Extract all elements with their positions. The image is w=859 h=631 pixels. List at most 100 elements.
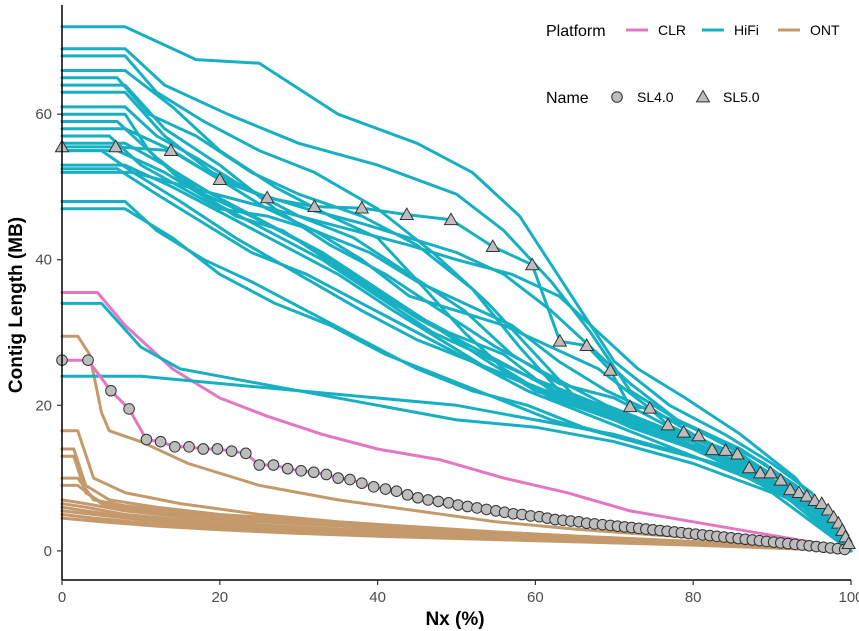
y-axis-title: Contig Length (MB) bbox=[6, 217, 27, 393]
sl4-0-point-27 bbox=[422, 494, 434, 506]
sl4-0-point-18 bbox=[320, 468, 333, 481]
y-tick-label-40: 40 bbox=[35, 252, 52, 269]
sl5-0-point-2 bbox=[108, 139, 124, 153]
series-line-ont-6 bbox=[60, 483, 853, 553]
series-line-hifi-19 bbox=[60, 90, 853, 553]
x-tick-label-100: 100 bbox=[838, 589, 859, 606]
series-line-hifi-21 bbox=[60, 301, 853, 553]
legend-key-sl5-0 bbox=[695, 89, 711, 103]
legend-label-sl4-0: SL4.0 bbox=[637, 89, 674, 105]
sl5-0-point-21 bbox=[718, 442, 733, 456]
y-tick-label-0: 0 bbox=[44, 543, 52, 560]
sl5-0-point-31 bbox=[814, 496, 830, 509]
sl4-0-point-16 bbox=[295, 465, 307, 477]
sl5-0-point-29 bbox=[799, 488, 815, 502]
sl5-0-point-17 bbox=[660, 417, 676, 431]
sl4-0-point-25 bbox=[401, 489, 414, 501]
sl4-0-point-19 bbox=[332, 472, 344, 484]
sl5-0-point-24 bbox=[752, 465, 768, 479]
sl4-0-point-31 bbox=[461, 500, 474, 513]
sl4-0-point-5 bbox=[140, 433, 153, 446]
legend-label-hifi: HiFi bbox=[734, 22, 759, 38]
x-tick-label-40: 40 bbox=[369, 589, 386, 606]
sl4-0-point-8 bbox=[183, 441, 195, 453]
sl4-0-point-12 bbox=[240, 447, 252, 460]
sl4-0-point-23 bbox=[379, 483, 392, 495]
y-tick-label-60: 60 bbox=[35, 106, 52, 123]
sl5-0-point-26 bbox=[773, 472, 789, 486]
sl5-0-point-9 bbox=[443, 212, 459, 226]
sl5-0-point-19 bbox=[691, 428, 707, 442]
sl5-0-point-20 bbox=[704, 442, 720, 456]
sl4-0-point-2 bbox=[82, 354, 94, 366]
sl5-0-point-5 bbox=[259, 190, 275, 204]
sl5-0-point-37 bbox=[841, 536, 856, 549]
sl5-0-point-4 bbox=[212, 172, 228, 186]
sl4-0-point-28 bbox=[432, 495, 445, 508]
sl4-0-point-13 bbox=[253, 459, 266, 471]
sl5-0-point-8 bbox=[399, 207, 415, 220]
sl4-0-point-17 bbox=[307, 466, 320, 479]
series-line-hifi-11 bbox=[60, 141, 853, 553]
series-line-clr-1 bbox=[60, 291, 853, 553]
sl4-0-point-33 bbox=[480, 503, 493, 516]
sl4-0-point-29 bbox=[442, 497, 455, 509]
x-tick-label-60: 60 bbox=[527, 589, 544, 606]
legend: Platform CLR HiFi ONT Name SL4.0 SL5.0 bbox=[546, 22, 840, 107]
legend-label-clr: CLR bbox=[658, 22, 686, 38]
series-line-hifi-22 bbox=[60, 374, 853, 553]
sl5-0-point-28 bbox=[791, 485, 807, 499]
series-lines bbox=[60, 25, 853, 553]
sl4-0-point-15 bbox=[281, 462, 294, 475]
series-line-hifi-8 bbox=[60, 112, 853, 553]
series-line-hifi-15 bbox=[60, 170, 853, 553]
sl5-0-point-13 bbox=[579, 338, 595, 352]
sl4-0-point-20 bbox=[344, 473, 356, 486]
legend-label-sl5-0: SL5.0 bbox=[723, 89, 760, 105]
series-line-hifi-1 bbox=[60, 25, 853, 553]
sl5-0-point-3 bbox=[163, 143, 179, 156]
sl4-0-point-9 bbox=[197, 443, 210, 455]
legend-key-sl4-0 bbox=[611, 91, 623, 103]
sl5-0-point-18 bbox=[676, 424, 692, 438]
series-line-hifi-14 bbox=[60, 167, 853, 553]
sl5-0-point-12 bbox=[552, 333, 568, 347]
sl4-0-point-6 bbox=[154, 435, 167, 448]
sl5-0-point-16 bbox=[642, 400, 658, 414]
sl4-0-point-24 bbox=[390, 485, 403, 498]
legend-name-title: Name bbox=[546, 90, 589, 107]
sl4-0-point-10 bbox=[211, 443, 224, 455]
sl5-0-point-22 bbox=[730, 446, 745, 460]
legend-platform-title: Platform bbox=[546, 23, 606, 40]
sl5-0-point-32 bbox=[820, 502, 836, 516]
sl4-0-point-30 bbox=[452, 499, 464, 511]
series-markers bbox=[54, 139, 856, 556]
y-tick-label-20: 20 bbox=[35, 397, 52, 414]
series-line-sl5-0 bbox=[62, 145, 850, 545]
legend-label-ont: ONT bbox=[810, 22, 840, 38]
sl5-0-point-23 bbox=[741, 460, 757, 474]
x-tick-label-80: 80 bbox=[685, 589, 702, 606]
sl4-0-point-32 bbox=[471, 502, 483, 514]
sl4-0-point-26 bbox=[412, 491, 424, 504]
sl4-0-point-11 bbox=[225, 445, 238, 457]
series-line-hifi-20 bbox=[60, 149, 853, 553]
sl4-0-point-21 bbox=[356, 477, 368, 489]
sl5-0-point-7 bbox=[354, 200, 370, 214]
x-tick-label-0: 0 bbox=[58, 589, 66, 606]
sl5-0-point-14 bbox=[602, 362, 618, 376]
x-axis-title: Nx (%) bbox=[425, 609, 484, 630]
sl5-0-point-25 bbox=[763, 465, 778, 479]
sl5-0-point-6 bbox=[307, 199, 322, 212]
sl4-0-point-22 bbox=[367, 481, 380, 493]
series-line-ont-12 bbox=[60, 516, 853, 553]
sl4-0-point-4 bbox=[123, 403, 135, 415]
sl4-0-point-14 bbox=[267, 459, 280, 471]
sl5-0-point-30 bbox=[807, 493, 823, 507]
sl5-0-point-11 bbox=[524, 257, 540, 271]
sl4-0-point-7 bbox=[169, 441, 181, 453]
axes: 0 20 40 60 80 100 0 20 40 60 bbox=[35, 5, 859, 606]
sl4-0-point-3 bbox=[105, 384, 117, 397]
x-tick-label-20: 20 bbox=[211, 589, 228, 606]
